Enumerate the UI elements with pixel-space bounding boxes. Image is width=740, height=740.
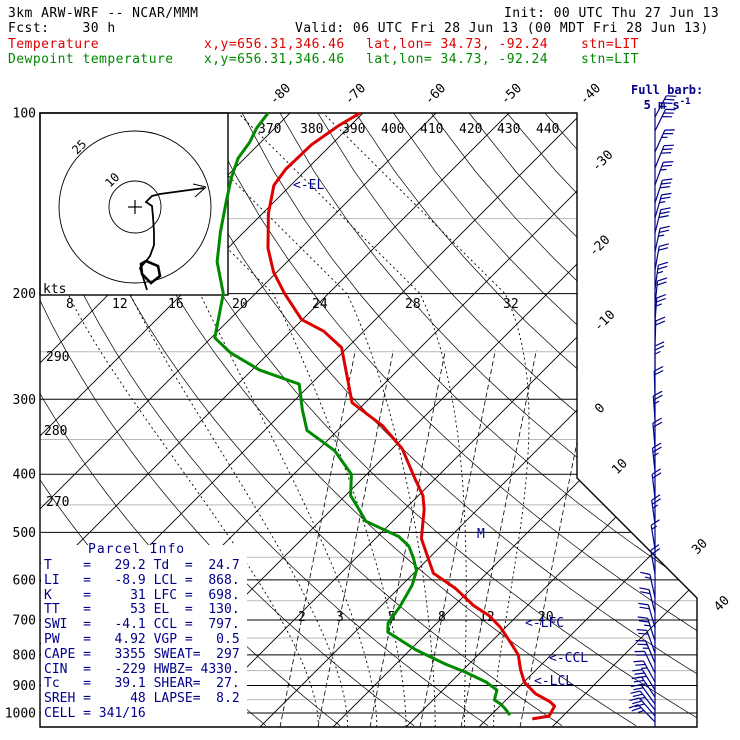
level-marker: <-LFC [525,616,564,631]
dewpoint-curve [213,112,512,716]
theta-adiabat-label: 420 [459,122,482,137]
parcel-info-table: T = 29.2 Td = 24.7 LI = -8.9 LCL = 868. K … [44,558,240,722]
parcel-info-row: K = 31 LFC = 698. [44,587,240,603]
level-marker: M [477,527,485,542]
mixing-ratio-label: 20 [538,610,554,625]
dewpoint-latlon: lat,lon= 34.73, -92.24 [366,52,549,67]
kts-label: kts [43,282,66,297]
dry-adiabat-label: 290 [46,350,69,365]
temperature-xy: x,y=656.31,346.46 [204,37,345,52]
theta-adiabat-label: 380 [300,122,323,137]
parcel-info-row: SREH = 48 LAPSE= 8.2 [44,691,240,707]
dry-adiabat-label: 280 [44,424,67,439]
mixing-ratio-label: 12 [479,610,495,625]
moist-adiabat-label: 8 [66,297,74,312]
isotherm-label-right: -10 [591,308,618,335]
parcel-info-row: T = 29.2 Td = 24.7 [44,558,240,573]
pressure-axis-label: 800 [13,648,36,663]
mixing-ratio-label: 2 [298,610,306,625]
moist-adiabat-label: 12 [112,297,128,312]
level-marker: <-LCL [534,674,573,689]
isotherm-label-right: -20 [586,233,613,260]
pressure-axis-label: 300 [13,393,36,408]
parcel-info-title: Parcel Info [88,542,186,557]
forecast-hour: Fcst: 30 h [8,21,116,36]
dewpoint-station: stn=LIT [581,52,639,67]
theta-adiabat-label: 440 [536,122,559,137]
mixing-ratio-label: 8 [438,610,446,625]
theta-adiabat-label: 390 [342,122,365,137]
isotherm-label-top: -80 [267,81,294,108]
temperature-curve [266,111,557,721]
theta-adiabat-label: 430 [497,122,520,137]
isotherm-label-top: -40 [577,81,604,108]
valid-time: Valid: 06 UTC Fri 28 Jun 13 (00 MDT Fri … [295,21,709,36]
theta-adiabat-label: 400 [381,122,404,137]
model-title: 3km ARW-WRF -- NCAR/MMM [8,6,199,21]
isotherm-label-right: 10 [609,456,631,478]
isotherm-label-top: -60 [422,81,449,108]
moist-adiabat-label: 28 [405,297,421,312]
isotherm-label-right: 40 [711,593,733,615]
moist-adiabat-label: 24 [312,297,328,312]
theta-adiabat-label: 370 [258,122,281,137]
pressure-axis-label: 700 [13,614,36,629]
dewpoint-xy: x,y=656.31,346.46 [204,52,345,67]
barb-legend-line2: 5 m s [643,98,680,112]
parcel-info-row: LI = -8.9 LCL = 868. [44,572,240,588]
moist-adiabat-label: 16 [168,297,184,312]
wind-barb-legend: Full barb: 5 m s-1 [631,84,703,111]
pressure-axis-label: 600 [13,573,36,588]
pressure-axis-label: 100 [13,107,36,122]
pressure-axis-label: 1000 [5,707,36,722]
isotherm-label-right: 30 [689,536,711,558]
parcel-info-row: CAPE = 3355 SWEAT= 297 [44,646,240,662]
temperature-legend-label: Temperature [8,37,100,52]
pressure-axis-label: 400 [13,468,36,483]
dewpoint-legend-label: Dewpoint temperature [8,52,174,67]
parcel-info-row: TT = 53 EL = 130. [44,602,240,618]
parcel-info-row: CELL = 341/16 [44,705,146,721]
level-marker: <-CCL [549,651,588,666]
level-marker: <-EL [293,178,324,193]
temperature-station: stn=LIT [581,37,639,52]
isotherm-label-right: -30 [589,148,616,175]
parcel-info-row: PW = 4.92 VGP = 0.5 [44,631,240,647]
moist-adiabat-label: 32 [503,297,519,312]
parcel-info-row: SWI = -4.1 CCL = 797. [44,617,240,633]
dry-adiabat-label: 270 [46,495,69,510]
isotherm-label-top: -50 [498,81,525,108]
isotherm-label-right: 0 [592,401,608,417]
pressure-axis-label: 900 [13,679,36,694]
pressure-axis-label: 200 [13,287,36,302]
theta-adiabat-label: 410 [420,122,443,137]
isotherm-label-top: -70 [342,81,369,108]
pressure-axis-label: 500 [13,526,36,541]
parcel-info-row: Tc = 39.1 SHEAR= 27. [44,676,240,692]
barb-legend-exponent: -1 [679,97,691,107]
parcel-info-row: CIN = -229 HWBZ= 4330. [44,661,240,677]
init-time: Init: 00 UTC Thu 27 Jun 13 [504,6,720,21]
temperature-latlon: lat,lon= 34.73, -92.24 [366,37,549,52]
barb-legend-line1: Full barb: [631,83,704,97]
moist-adiabat-label: 20 [232,297,248,312]
mixing-ratio-label: 3 [336,610,344,625]
